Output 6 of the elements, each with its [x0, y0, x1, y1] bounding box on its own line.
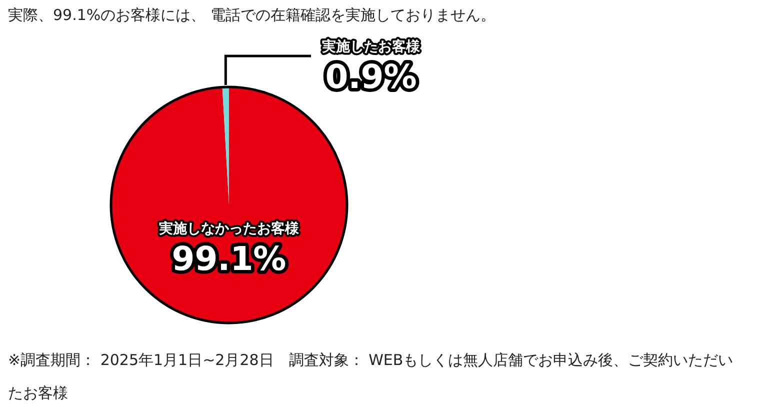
data-label: 99.1%	[172, 239, 286, 278]
chart-title: 実際、99.1%のお客様には、 電話での在籍確認を実施しておりません。	[8, 6, 496, 25]
text: ※調査期間： 2025年1月1日~2月28日 調査対象： WEBもしくは無人店舗でお申込み後、ご契約いただいたお客様	[8, 350, 734, 404]
slice-label: 実施しなかったお客様	[159, 220, 300, 237]
slice-label: 実施したお客様	[322, 38, 421, 55]
data-label: 0.9%	[325, 57, 417, 96]
